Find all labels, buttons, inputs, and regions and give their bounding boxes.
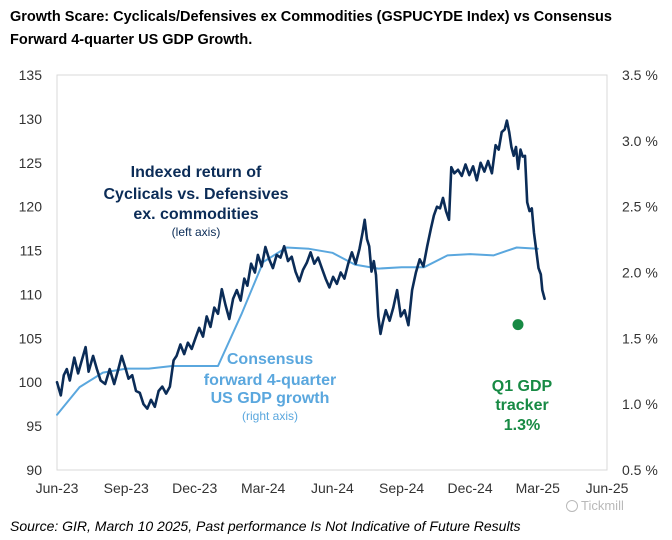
series-lines [55, 119, 546, 416]
chart-title: Growth Scare: Cyclicals/Defensives ex Co… [10, 9, 612, 48]
x-axis-tick-label: Sep-23 [104, 480, 149, 496]
gdp-growth-line [56, 246, 539, 416]
left-axis-tick-label: 115 [20, 243, 43, 259]
gdp-tracker-label: Q1 GDP [492, 378, 553, 395]
x-axis-tick-label: Dec-24 [447, 480, 492, 496]
right-axis-tick-label: 2.5 % [622, 199, 658, 215]
x-axis-tick-label: Dec-23 [172, 480, 217, 496]
gdp-tracker-label: tracker [495, 397, 548, 414]
left-axis-tick-label: 135 [19, 67, 43, 83]
right-axis-tick-label: 1.0 % [622, 396, 658, 412]
left-axis-tick-label: 105 [19, 330, 43, 346]
plot-frame [56, 74, 608, 471]
right-axis-tick-label: 3.0 % [622, 133, 658, 149]
gdp-series-label: US GDP growth [211, 390, 330, 407]
left-axis-tick-label: 125 [19, 155, 43, 171]
cyclicals-series-label: ex. commodities [133, 206, 258, 223]
cyclicals-series-label: (left axis) [172, 225, 221, 239]
cyclicals-defensives-line [55, 119, 546, 410]
left-axis-tick-label: 110 [20, 286, 43, 302]
x-axis-tick-label: Jun-23 [36, 480, 79, 496]
x-axis-tick-label: Mar-24 [241, 480, 286, 496]
right-axis-tick-label: 0.5 % [622, 462, 658, 478]
watermark-icon [566, 500, 578, 512]
axes: 90 95 100 105 110 115 120 125 130 135 0.5 % 1.0 % 1.… [19, 67, 658, 496]
right-axis-tick-label: 2.0 % [622, 265, 658, 281]
left-axis-tick-label: 100 [19, 374, 43, 390]
x-axis-tick-label: Jun-25 [586, 480, 629, 496]
x-axis-tick-label: Jun-24 [311, 480, 354, 496]
gdp-series-label: Consensus [227, 351, 313, 368]
gdp-series-label: (right axis) [242, 409, 298, 423]
cyclicals-series-label: Indexed return of [131, 164, 262, 181]
cyclicals-series-label: Cyclicals vs. Defensives [103, 186, 288, 203]
left-axis-tick-label: 90 [26, 462, 42, 478]
plot-border [56, 74, 608, 471]
x-axis-tick-label: Mar-25 [516, 480, 561, 496]
watermark: Tickmill [566, 498, 624, 513]
watermark-text: Tickmill [581, 498, 624, 513]
gdp-tracker-label: 1.3% [504, 417, 540, 434]
right-axis-tick-label: 3.5 % [622, 67, 658, 83]
source-note: Source: GIR, March 10 2025, Past perform… [10, 518, 521, 534]
x-axis-tick-label: Sep-24 [379, 480, 424, 496]
left-axis-tick-label: 95 [26, 418, 42, 434]
gdp-tracker-annotation: Q1 GDP tracker 1.3% [492, 319, 553, 434]
gdp-series-label: forward 4-quarter [204, 372, 336, 389]
series-labels: Indexed return of Cyclicals vs. Defensive… [103, 164, 336, 423]
right-axis-tick-label: 1.5 % [622, 330, 658, 346]
left-axis-tick-label: 120 [19, 199, 43, 215]
gdp-tracker-dot [512, 319, 524, 331]
left-axis-tick-label: 130 [19, 111, 43, 127]
